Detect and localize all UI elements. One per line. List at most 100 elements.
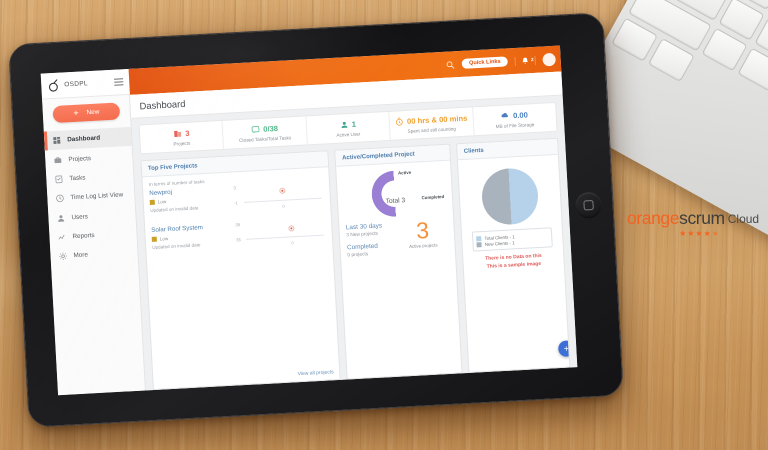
new-button[interactable]: + New <box>52 102 121 124</box>
project-summary: Last 30 days 3 New projects Completed 0 … <box>346 216 450 264</box>
donut-total-word: Total <box>385 197 400 206</box>
project-info: Newproj Low Updated on invalid date <box>149 186 231 220</box>
project-mini-chart: 3 -1 0 <box>233 181 325 216</box>
chart-data-point <box>289 226 294 231</box>
star-icon: ★ <box>687 229 695 238</box>
project-updated: Updated on invalid date <box>150 205 199 213</box>
sidebar-label: Tasks <box>69 174 86 183</box>
quick-links-button[interactable]: Quick Links <box>461 56 508 70</box>
notifications-button[interactable]: 2 <box>514 55 536 66</box>
sidebar-item-users[interactable]: Users <box>48 204 136 228</box>
top-bar: OSDPL Quick Links 2 <box>40 45 562 100</box>
logo-text: orangescrum <box>627 208 725 229</box>
legend-label: New Clients - 1 <box>484 239 515 247</box>
briefcase-icon <box>54 156 62 163</box>
home-square-icon <box>583 199 594 211</box>
hamburger-menu-icon[interactable] <box>114 78 124 86</box>
sidebar-label: Time Log List View <box>70 191 124 202</box>
project-updated: Updated on invalid date <box>152 242 201 250</box>
star-icon: ★ <box>703 229 711 238</box>
new-button-wrap: + New <box>42 95 131 132</box>
stat-top: 0.00 <box>476 109 553 122</box>
floating-action-button[interactable]: + <box>557 340 571 358</box>
sidebar-label: Users <box>71 213 89 221</box>
stat-card-projects[interactable]: 3 Projects <box>139 120 225 154</box>
donut-total-value: 3 <box>401 197 406 205</box>
tasks-icon <box>251 126 260 134</box>
x-tick-label: 0 <box>282 203 285 209</box>
brand-name: OSDPL <box>64 80 89 89</box>
pie-legend: Total Clients - 1 New Clients - 1 <box>472 227 553 252</box>
chart-icon <box>58 234 65 240</box>
tablet-screen: OSDPL Quick Links 2 <box>40 45 578 396</box>
bell-icon <box>522 57 528 64</box>
stat-card-time-spent[interactable]: 00 hrs & 00 mins Spent and still countin… <box>389 107 475 140</box>
timer-icon <box>396 117 403 126</box>
legend-swatch <box>476 235 482 241</box>
user-icon <box>341 121 348 128</box>
axis-top-label: 39 <box>235 222 241 228</box>
panel-body: In terms of number of tasks Newproj Low <box>142 167 340 389</box>
tablet-device: OSDPL Quick Links 2 <box>8 12 624 428</box>
chart-data-point <box>280 188 285 193</box>
storage-icon <box>501 113 509 118</box>
donut-label-completed: Completed <box>421 194 445 201</box>
completed-title[interactable]: Completed <box>346 242 379 252</box>
search-icon[interactable] <box>446 60 455 69</box>
user-icon <box>58 214 65 222</box>
stat-card-closed-tasks[interactable]: 0/38 Closed Tasks/Total Tasks <box>222 116 308 149</box>
stat-value: 0.00 <box>512 110 529 121</box>
stat-top: 3 <box>143 127 220 140</box>
completed-sub: 0 projects <box>347 252 369 259</box>
project-summary-right: 3 Active projects <box>397 217 449 249</box>
logo-word-cloud: Cloud <box>727 211 760 226</box>
sidebar-label: Projects <box>68 154 92 163</box>
sidebar-item-reports[interactable]: Reports <box>49 224 137 248</box>
legend-swatch <box>476 241 482 247</box>
axis-bottom-label: 35 <box>236 237 241 243</box>
star-half-icon: ★ <box>711 229 719 238</box>
orangescrum-logo-icon <box>48 79 58 92</box>
stat-top: 1 <box>310 118 387 131</box>
chart-baseline <box>244 197 323 203</box>
priority-swatch <box>151 236 157 242</box>
stat-value: 0/38 <box>262 123 279 134</box>
donut-chart: Total 3 Active Completed <box>343 166 447 221</box>
panel-top-five-projects: Top Five Projects In terms of number of … <box>140 150 342 391</box>
priority-label: Low <box>159 236 169 242</box>
stat-value: 3 <box>184 128 190 138</box>
stat-top: 0/38 <box>226 123 303 136</box>
stat-label: Closed Tasks/Total Tasks <box>238 135 292 144</box>
orangescrum-cloud-logo: orangescrum Cloud ★ ★ ★ ★ ★ <box>626 208 760 238</box>
view-all-projects-link[interactable]: View all projects <box>297 369 334 378</box>
logo-row: orangescrum Cloud <box>626 208 760 229</box>
top-orange-bar: Quick Links 2 <box>128 45 562 95</box>
avatar[interactable] <box>542 52 556 66</box>
sidebar-item-more[interactable]: More <box>50 243 138 267</box>
project-mini-chart: 39 35 0 <box>235 217 327 252</box>
stat-label: MB of File Storage <box>495 122 535 130</box>
last-30-days-title[interactable]: Last 30 days <box>345 222 383 232</box>
chart-baseline <box>246 234 325 240</box>
brand-box: OSDPL <box>40 68 130 100</box>
content-inner: 3 Projects 0/38 <box>131 95 577 391</box>
main-content: Dashboard 3 P <box>129 71 578 391</box>
plus-icon: + <box>73 107 79 118</box>
sidebar-item-time-log-list-view[interactable]: Time Log List View <box>47 185 135 209</box>
stat-card-active-user[interactable]: 1 Active User <box>306 111 391 145</box>
donut-label-active: Active <box>397 169 412 176</box>
sidebar-item-projects[interactable]: Projects <box>45 146 133 170</box>
sidebar-item-dashboard[interactable]: Dashboard <box>43 126 132 151</box>
stat-card-file-storage[interactable]: 0.00 MB of File Storage <box>473 103 557 135</box>
tablet-home-button[interactable] <box>574 191 603 219</box>
logo-word-orange: orange <box>627 208 680 228</box>
stat-label: Projects <box>173 140 191 147</box>
project-summary-left: Last 30 days 3 New projects Completed 0 … <box>346 222 399 265</box>
sidebar-nav: Dashboard Projects T <box>43 126 138 267</box>
stat-value: 00 hrs & 00 mins <box>406 113 468 126</box>
sidebar-label: Dashboard <box>67 134 101 144</box>
sidebar-item-tasks[interactable]: Tasks <box>46 166 134 190</box>
stat-value: 1 <box>351 119 357 129</box>
dashboard-panels: Top Five Projects In terms of number of … <box>140 137 571 391</box>
stat-label: Spent and still counting <box>407 126 457 134</box>
